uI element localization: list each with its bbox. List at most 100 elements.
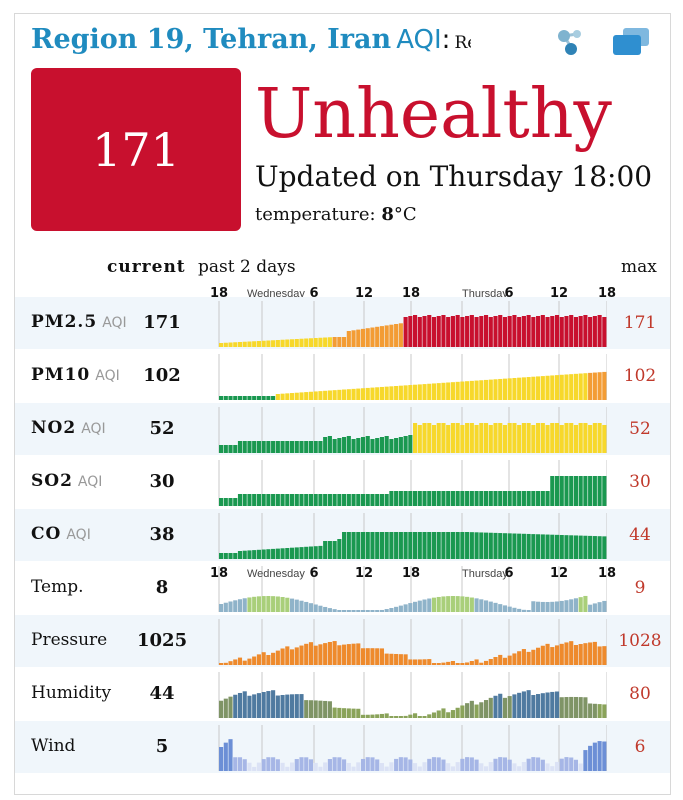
max-value: 9 [634,578,646,598]
bar [597,315,602,347]
bar [431,383,437,400]
metric-row-pm10[interactable]: PM10 AQI 102 102 [15,350,670,402]
bar [431,491,437,506]
axis-label-1: Wednesday [247,568,305,580]
bar [583,595,588,612]
bar [469,700,474,718]
bar [588,372,593,400]
bar [559,374,564,400]
bar [351,330,356,347]
bar [389,324,394,347]
bar [427,659,432,665]
metric-name: NO2 AQI [31,418,106,438]
history-chart[interactable] [199,723,607,771]
bar [261,652,266,665]
bar [327,541,332,559]
history-chart[interactable] [199,670,607,718]
metric-row-pressure[interactable]: Pressure 1025 1028 [15,615,670,667]
bar [223,742,228,771]
bar [323,337,328,347]
bar [356,762,361,771]
bar [436,663,441,665]
metric-name: Wind [31,736,75,756]
axis-label-6: 6 [504,286,513,301]
bar [280,441,285,453]
bar [356,643,361,665]
history-chart[interactable] [199,511,607,559]
bar [559,535,564,559]
bar [531,534,536,559]
bar [389,532,394,559]
axis-label-2: 6 [309,286,318,301]
bar [465,423,470,453]
bar [488,697,493,718]
share-icon[interactable] [555,28,585,62]
bar [479,380,484,400]
bar [583,373,588,400]
metric-row-temp[interactable]: Temp. 8 9 [15,562,670,614]
bar [346,610,351,612]
history-chart[interactable] [199,299,607,347]
metric-row-so2[interactable]: SO2 AQI 30 30 [15,456,670,508]
bar [351,439,356,453]
bar [389,439,394,453]
bar [261,340,266,347]
history-chart[interactable] [199,617,607,665]
bar [545,601,550,612]
bar [493,695,498,718]
bar [228,342,233,347]
bar [337,757,342,771]
bar [550,476,555,506]
bar [531,376,536,400]
bar [450,423,455,453]
bar [493,758,498,771]
bar [233,694,238,718]
bar [507,655,512,665]
metric-row-pm25[interactable]: PM2.5 AQI 171 171 [15,297,670,349]
bar [327,759,332,771]
chat-icon[interactable] [611,26,651,64]
bar [455,596,460,612]
bar [531,649,536,665]
bar [403,317,408,347]
bar [540,315,545,347]
bar [512,533,517,559]
bar [299,441,304,453]
bar [308,441,314,453]
bar [540,376,545,400]
city-name[interactable]: Region 19, Tehran, Iran [31,24,392,55]
bar [313,494,318,506]
bar [237,494,243,506]
history-chart[interactable] [199,405,607,453]
bar [559,476,564,506]
bar [313,546,318,559]
history-chart[interactable] [199,352,607,400]
bar [379,326,385,347]
bar [408,491,413,506]
bar [356,388,361,400]
history-chart[interactable] [199,564,607,612]
bar [450,316,455,347]
bar [450,596,455,612]
bar [223,445,228,453]
metric-row-no2[interactable]: NO2 AQI 52 52 [15,403,670,455]
bar [493,316,498,347]
bar [252,494,257,506]
bar [469,491,474,506]
bar [271,494,276,506]
bar [545,643,550,665]
bar [332,439,337,453]
bar [517,692,522,718]
history-chart[interactable] [199,458,607,506]
location-title[interactable]: Region 19, Tehran, Iran AQI:Re [31,24,471,58]
bar [469,757,474,771]
bar [280,597,285,612]
bar [479,532,484,559]
bar [223,602,228,612]
metric-row-co[interactable]: CO AQI 38 44 [15,509,670,561]
metric-row-wind[interactable]: Wind 5 6 [15,721,670,773]
bar [517,317,522,347]
metric-row-humidity[interactable]: Humidity 44 80 [15,668,670,720]
bar [370,327,375,347]
bar [474,532,479,559]
